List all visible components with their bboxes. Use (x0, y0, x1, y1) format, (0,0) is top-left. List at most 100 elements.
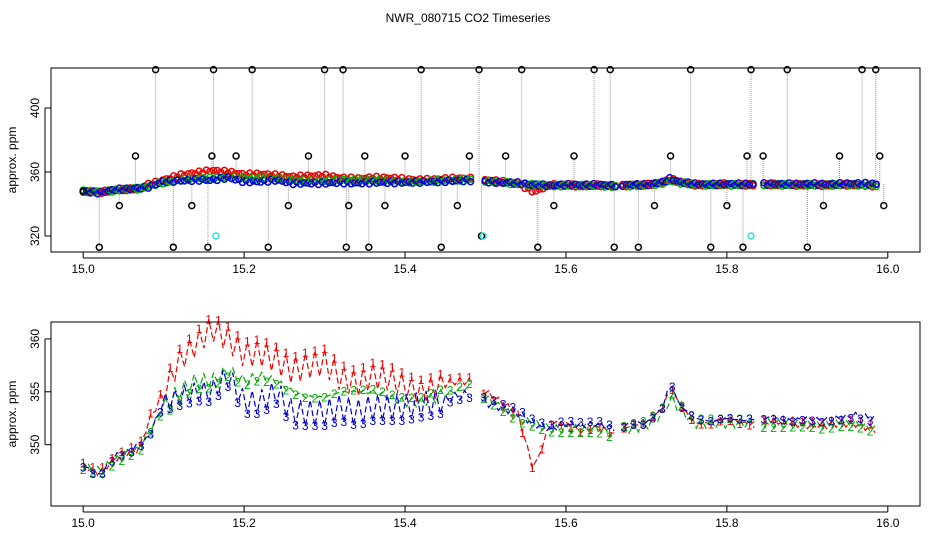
series-2-mark: 2 (360, 383, 367, 397)
top-x-tick-label: 16.0 (876, 262, 900, 276)
top-x-axis: 15.0 15.2 15.4 15.6 15.8 16.0 (72, 252, 900, 276)
series-3-mark: 3 (379, 414, 386, 428)
series-2-point (365, 175, 373, 184)
series-2-mark: 2 (205, 381, 212, 395)
series-2-mark: 2 (341, 384, 348, 398)
reference-point (517, 65, 526, 74)
series-3-mark: 3 (659, 402, 666, 416)
series-1-mark: 1 (370, 356, 377, 370)
series-3-mark: 3 (529, 412, 536, 426)
series-2-mark: 2 (596, 427, 603, 441)
series-3-mark: 3 (688, 409, 695, 423)
flagged-point (479, 232, 487, 240)
series-1-mark: 1 (157, 387, 164, 401)
series-1-mark: 1 (427, 370, 434, 384)
series-3-point (745, 181, 754, 189)
series-3-mark: 3 (490, 394, 497, 408)
series-3-point (499, 179, 507, 187)
series-2-mark: 2 (736, 412, 743, 426)
flagged-point (212, 232, 220, 240)
series-2-mark: 2 (99, 466, 106, 480)
series-2-mark: 2 (698, 412, 705, 426)
series-1-mark: 1 (736, 417, 743, 431)
top-y-tick-label: 320 (28, 226, 42, 246)
series-2-mark: 2 (167, 403, 174, 417)
series-2-mark: 2 (273, 378, 280, 392)
series-1-mark: 1 (215, 313, 222, 327)
series-3-mark: 3 (302, 419, 309, 433)
series-3-mark: 3 (186, 396, 193, 410)
series-3-mark: 3 (650, 411, 657, 425)
reference-point (115, 201, 124, 210)
series-3-point (600, 181, 609, 189)
series-2-point (760, 181, 768, 190)
series-2-mark: 2 (389, 388, 396, 402)
series-3-point (604, 182, 612, 190)
series-2-mark: 2 (321, 391, 328, 405)
series-3-mark: 3 (678, 401, 685, 415)
reference-point (858, 65, 866, 74)
series-3-line (83, 369, 470, 475)
series-3-mark: 3 (727, 411, 734, 425)
series-3-point (575, 181, 583, 189)
series-1-mark: 1 (659, 401, 666, 415)
bottom-x-tick-label: 15.0 (72, 516, 96, 530)
series-3-mark: 3 (321, 419, 328, 433)
series-3-point (644, 181, 652, 190)
reference-point (590, 65, 598, 74)
series-3-mark: 3 (596, 415, 603, 429)
series-1-point (202, 166, 211, 174)
top-x-tick-label: 15.4 (393, 262, 417, 276)
bottom-x-tick-label: 15.8 (715, 516, 739, 530)
top-x-tick-label: 15.8 (715, 262, 739, 276)
series-2-mark: 2 (678, 399, 685, 413)
bottom-y-tick-label: 355 (28, 381, 42, 401)
series-3-mark: 3 (283, 410, 290, 424)
reference-point (634, 243, 643, 251)
series-1-mark: 1 (780, 413, 787, 427)
reference-point (339, 65, 347, 74)
series-1-point (405, 175, 413, 183)
series-3-point (224, 173, 232, 181)
series-2-mark: 2 (567, 426, 574, 440)
series-2-mark: 2 (577, 426, 584, 440)
series-2-mark: 2 (548, 426, 555, 440)
series-3-point (108, 185, 116, 194)
series-2-mark: 2 (234, 376, 241, 390)
reference-point (876, 152, 884, 160)
reference-point (401, 152, 409, 160)
series-2-point (408, 176, 417, 185)
series-3-mark: 3 (234, 396, 241, 410)
series-2-mark: 2 (828, 421, 835, 435)
series-1-point (528, 188, 536, 196)
series-2-mark: 2 (790, 421, 797, 435)
series-3-mark: 3 (109, 455, 116, 469)
series-2-point (582, 183, 591, 191)
series-1-mark: 1 (167, 361, 174, 375)
series-3-mark: 3 (736, 412, 743, 426)
series-3-mark: 3 (867, 414, 874, 428)
series-1-mark: 1 (707, 418, 714, 432)
series-3-point (687, 181, 696, 189)
series-1-mark: 1 (273, 340, 280, 354)
series-2-mark: 2 (466, 377, 473, 391)
series-2-mark: 2 (456, 380, 463, 394)
series-2-mark: 2 (292, 388, 299, 402)
series-3-mark: 3 (790, 415, 797, 429)
series-3-point (694, 181, 703, 189)
series-3-point (83, 187, 91, 195)
series-1-mark: 1 (147, 407, 154, 421)
series-3-point (198, 175, 207, 184)
series-3-point (618, 182, 627, 190)
reference-point (550, 201, 558, 210)
reference-point (707, 243, 715, 251)
series-3-mark: 3 (828, 415, 835, 429)
series-2-mark: 2 (659, 401, 666, 415)
series-3-mark: 3 (205, 395, 212, 409)
reference-point (437, 243, 445, 251)
series-1-point (361, 174, 370, 183)
series-1-mark: 1 (717, 415, 724, 429)
series-2-mark: 2 (176, 393, 183, 407)
reference-point (475, 65, 483, 74)
series-3-point (300, 179, 308, 187)
